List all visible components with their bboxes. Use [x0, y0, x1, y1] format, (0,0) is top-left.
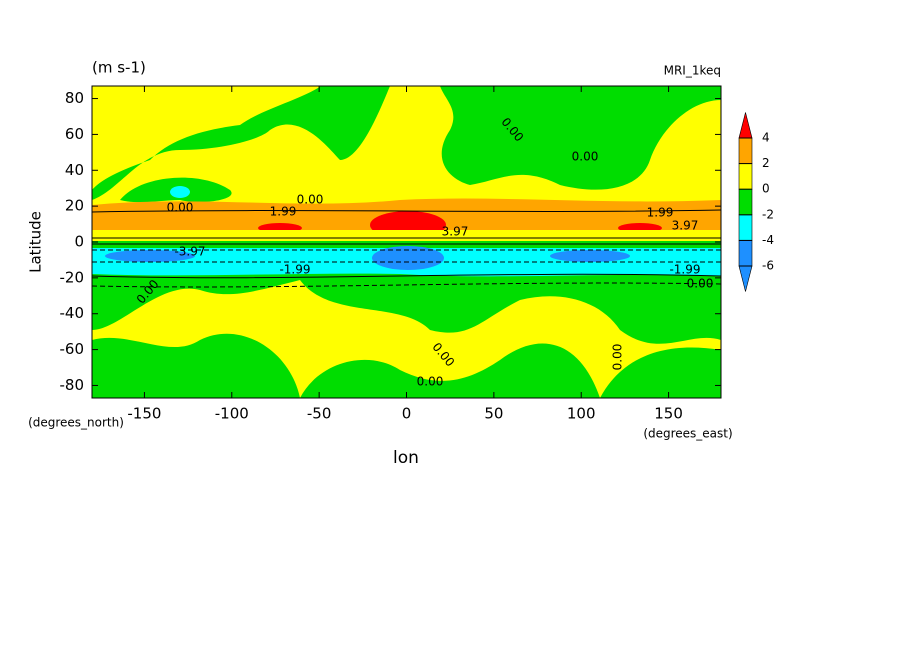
field-region	[550, 250, 630, 262]
field-region	[440, 86, 721, 190]
contour-label: 0.00	[687, 277, 714, 291]
colorbar-box	[738, 214, 753, 241]
contour-line	[92, 249, 721, 288]
colorbar-label: -2	[762, 207, 774, 221]
y-tick-label: -20	[60, 268, 85, 286]
contour-label: 0.00	[417, 375, 444, 389]
field-region	[92, 333, 300, 398]
contour-label: 0.00	[297, 193, 324, 207]
field-region	[92, 86, 390, 200]
y-tick-label: 80	[65, 89, 84, 107]
colorbar-cap	[738, 265, 753, 292]
y-units: (degrees_north)	[28, 416, 124, 430]
x-tick-label: 50	[484, 405, 503, 423]
y-tick-label: -60	[60, 340, 85, 358]
colorbar-box	[738, 188, 753, 216]
chart-subtitle: MRI_1keq	[664, 64, 721, 78]
y-tick-label: -80	[60, 376, 85, 394]
y-tick-label: 60	[65, 125, 84, 143]
field-region	[300, 343, 600, 398]
y-tick-label: -40	[60, 304, 85, 322]
contour-label: 1.99	[647, 206, 674, 220]
contour-label: 0.00	[167, 201, 194, 215]
colorbar-label: 4	[762, 131, 770, 145]
contour-label: 0.00	[572, 150, 599, 164]
x-tick-label: 0	[402, 405, 412, 423]
x-units: (degrees_east)	[643, 427, 732, 441]
colorbar-label: -6	[762, 259, 774, 273]
colorbar-box	[738, 240, 753, 267]
colorbar-label: 0	[762, 182, 770, 196]
x-tick-label: -50	[307, 405, 332, 423]
contour-label: 0.00	[611, 344, 625, 371]
y-tick-label: 20	[65, 197, 84, 215]
contour-label: 1.99	[270, 205, 297, 219]
colorbar-label: -4	[762, 233, 774, 247]
chart-title: (m s-1)	[92, 59, 146, 77]
contour-label: -3.97	[174, 245, 205, 259]
contour-label: 3.97	[672, 219, 699, 233]
contour-line	[92, 209, 721, 279]
x-tick-label: 100	[567, 405, 596, 423]
x-tick-label: -100	[215, 405, 249, 423]
colorbar-label: 2	[762, 156, 770, 170]
field-region	[600, 347, 721, 398]
x-tick-label: -150	[127, 405, 161, 423]
field-region	[92, 230, 721, 241]
y-tick-label: 40	[65, 161, 84, 179]
contour-label: -1.99	[669, 263, 700, 277]
y-tick-label: 0	[74, 233, 84, 251]
colorbar-box	[738, 137, 753, 164]
x-tick-label: 150	[654, 405, 683, 423]
contour-field	[92, 86, 721, 398]
contour-label: -1.99	[279, 263, 310, 277]
x-axis-label: lon	[393, 448, 419, 468]
field-region	[372, 246, 444, 270]
colorbar-cap	[738, 112, 753, 139]
y-axis-label: Latitude	[27, 211, 45, 273]
field-region	[170, 186, 190, 198]
colorbar-box	[738, 163, 753, 190]
contour-label: 3.97	[442, 225, 469, 239]
field-region	[105, 250, 195, 262]
